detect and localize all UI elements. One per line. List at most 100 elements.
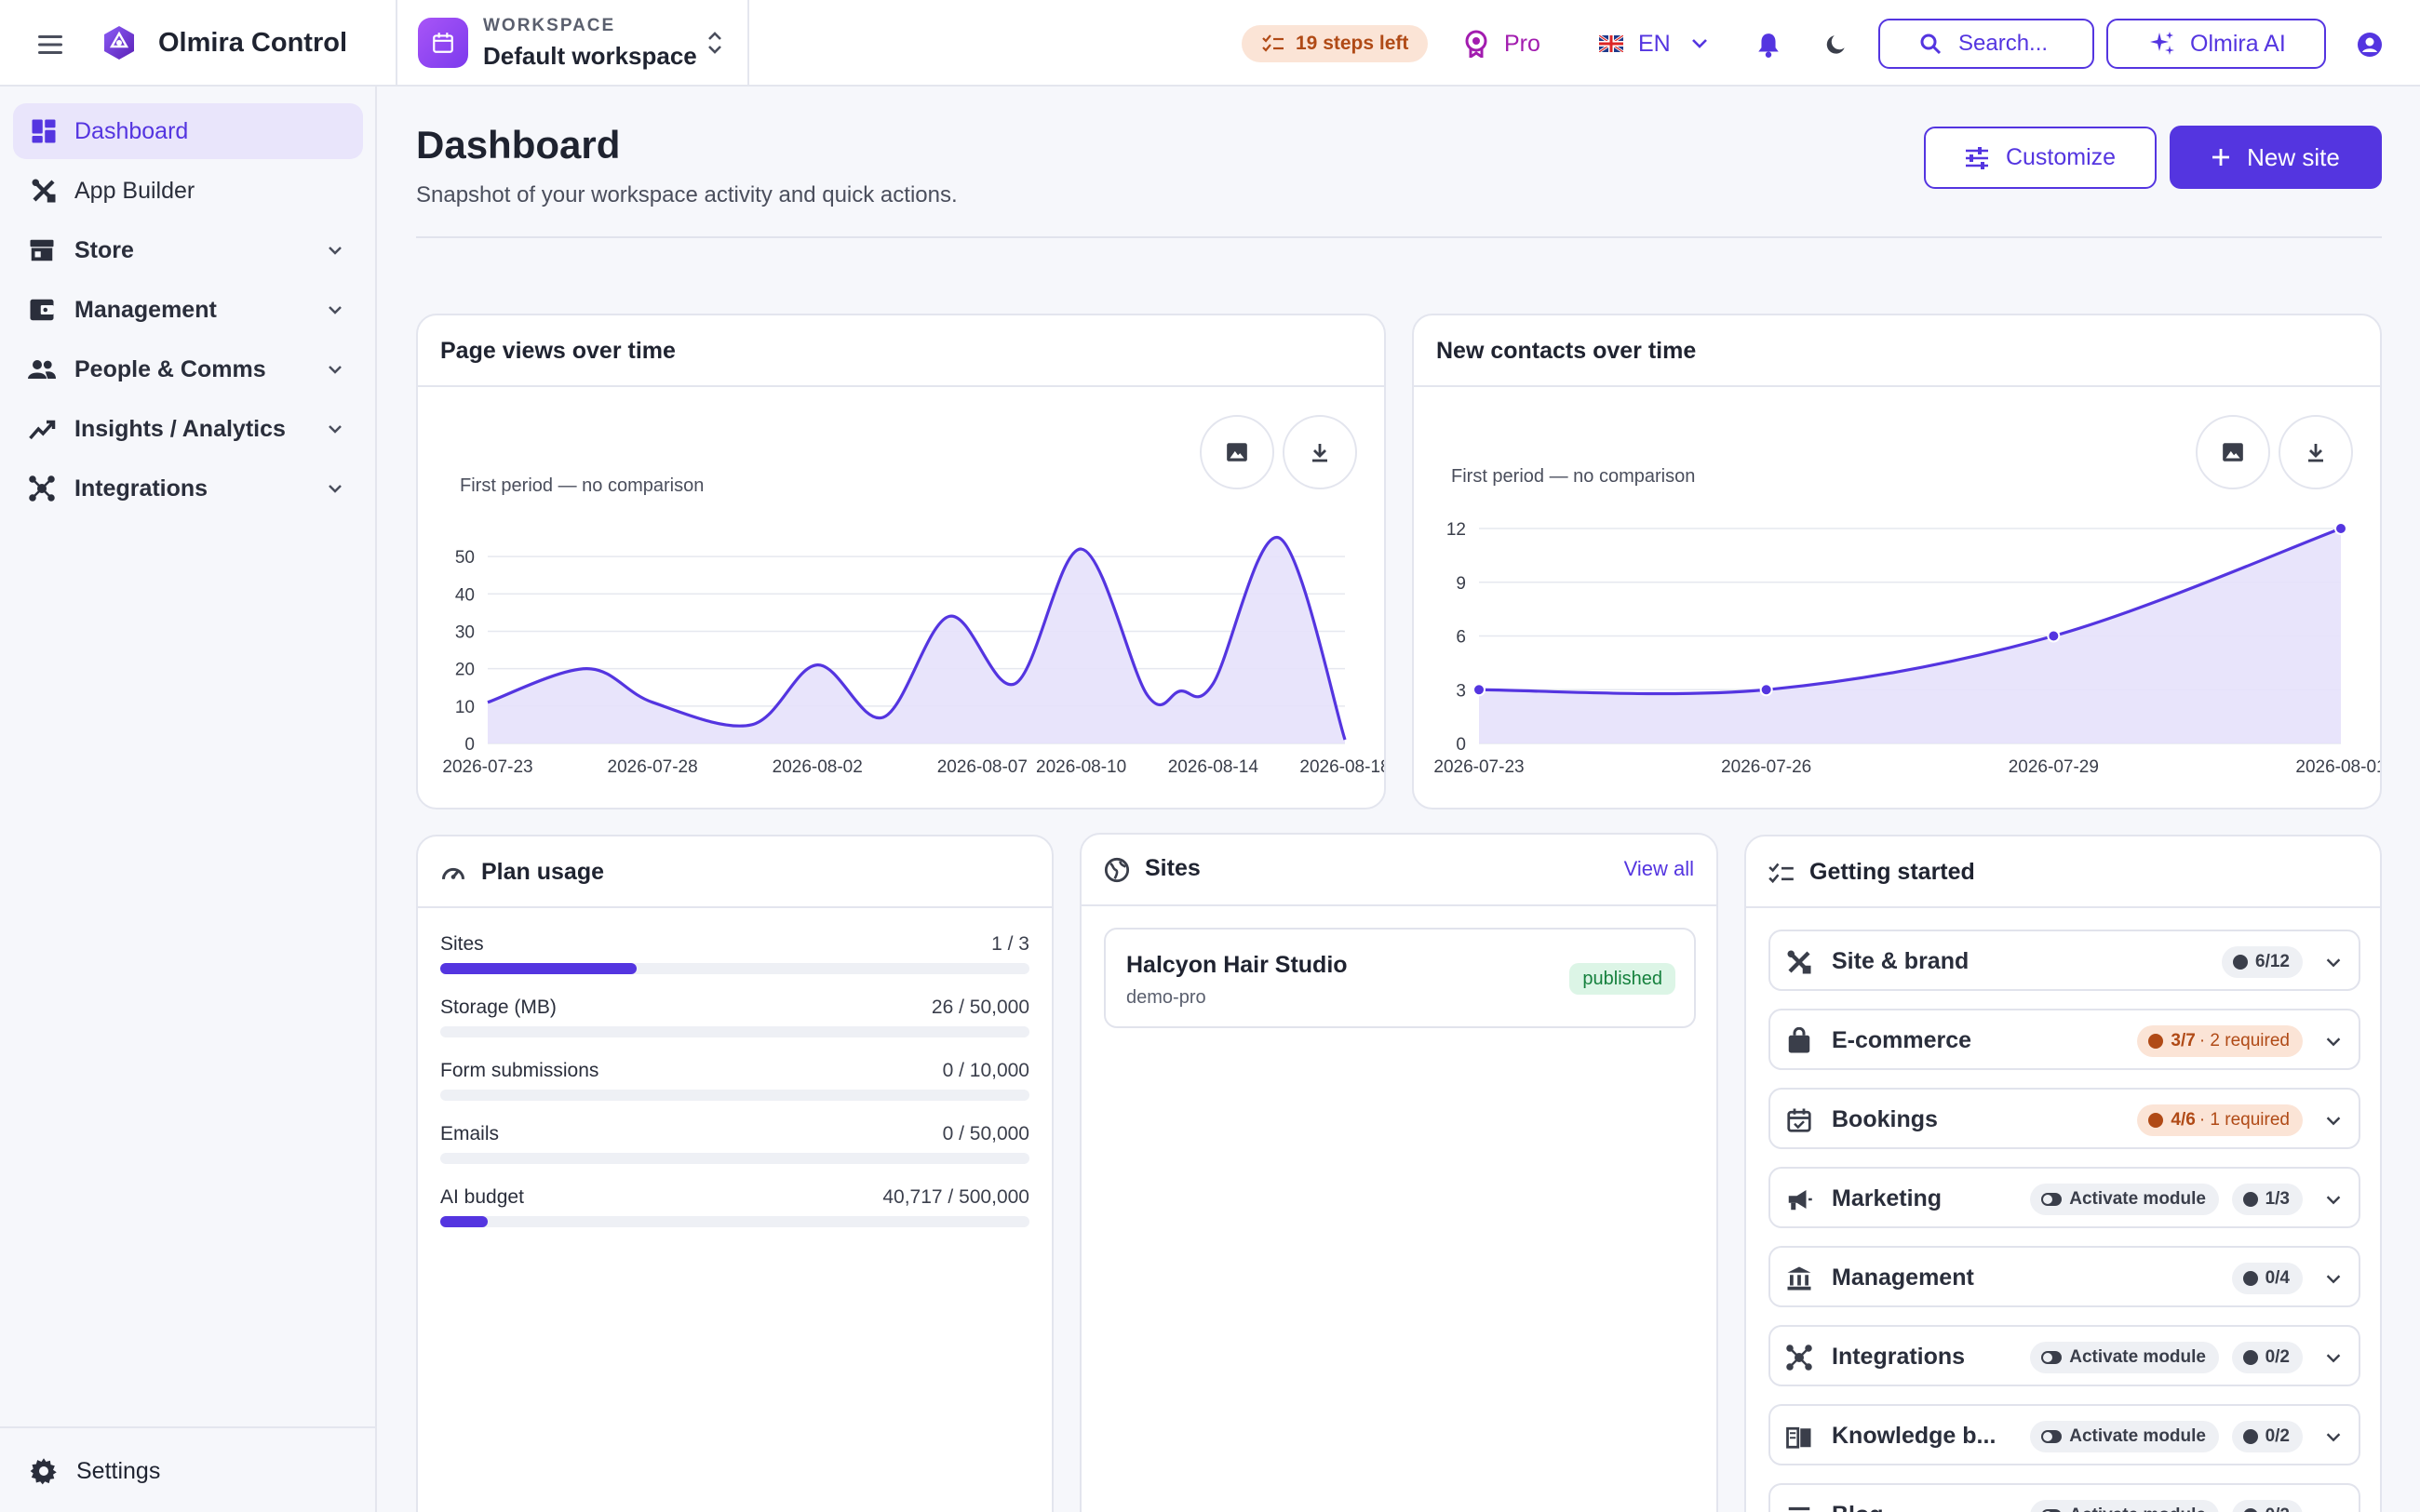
progress-value: 4/6 [2171, 1110, 2196, 1130]
chevron-down-icon [2326, 1196, 2341, 1205]
usage-value: 40,717 / 500,000 [882, 1186, 1029, 1208]
usage-progress-track [440, 1090, 1029, 1101]
status-dot-icon [2242, 1271, 2258, 1286]
progress-badge: 3/7 · 2 required [2137, 1025, 2303, 1057]
sidebar-item-store[interactable]: Store [13, 222, 363, 278]
y-tick-label: 9 [1456, 574, 1466, 594]
activate-module-button[interactable]: Activate module [2030, 1421, 2219, 1452]
chart-title: New contacts over time [1436, 338, 1697, 364]
settings-button[interactable]: Settings [30, 1452, 160, 1490]
hub-icon [29, 475, 55, 502]
getting-started-label: Marketing [1832, 1185, 1943, 1211]
usage-progress-track [440, 1153, 1029, 1164]
activate-module-button[interactable]: Activate module [2030, 1342, 2219, 1373]
view-all-link[interactable]: View all [1623, 857, 1694, 880]
chevron-down-icon [2326, 1275, 2341, 1284]
download-button[interactable] [2279, 415, 2353, 489]
getting-started-label: E-commerce [1832, 1027, 1972, 1053]
notifications-icon[interactable] [1750, 26, 1787, 63]
data-point [2334, 522, 2347, 535]
dark-mode-icon[interactable] [1818, 26, 1855, 63]
usage-progress-track [440, 963, 1029, 974]
usage-progress-track [440, 1026, 1029, 1037]
progress-value: 0/2 [2265, 1347, 2290, 1367]
sidebar-item-app-builder[interactable]: App Builder [13, 163, 363, 219]
progress-value: 0/4 [2265, 1268, 2290, 1288]
getting-started-item[interactable]: E-commerce 3/7 · 2 required [1768, 1009, 2360, 1070]
workspace-switcher[interactable]: WORKSPACE Default workspace [396, 0, 749, 87]
getting-started-item[interactable]: Knowledge b... 0/2 Activate module [1768, 1404, 2360, 1465]
progress-value: 6/12 [2255, 952, 2290, 971]
getting-started-item[interactable]: Management 0/4 [1768, 1246, 2360, 1307]
export-image-button[interactable] [1200, 415, 1274, 489]
sidebar-item-integrations[interactable]: Integrations [13, 461, 363, 516]
plan-badge[interactable]: Pro [1463, 25, 1540, 62]
getting-started-item[interactable]: Marketing 1/3 Activate module [1768, 1167, 2360, 1228]
download-button[interactable] [1283, 415, 1357, 489]
getting-started-item[interactable]: Bookings 4/6 · 1 required [1768, 1088, 2360, 1149]
chevron-down-icon [329, 247, 342, 255]
download-icon [1312, 444, 1327, 462]
y-tick-label: 40 [455, 585, 475, 605]
chevron-down-icon [1691, 39, 1707, 48]
site-list-item[interactable]: Halcyon Hair Studio demo-pro published [1104, 928, 1696, 1028]
tools-icon [1787, 950, 1811, 974]
getting-started-item[interactable]: Site & brand 6/12 [1768, 930, 2360, 991]
progress-value: 0/2 [2265, 1505, 2290, 1512]
x-tick-label: 2026-08-07 [937, 757, 1028, 777]
progress-badge: 0/2 [2231, 1342, 2303, 1373]
status-dot-icon [2242, 1192, 2258, 1207]
export-image-button[interactable] [2196, 415, 2270, 489]
page-title: Dashboard [416, 123, 621, 167]
ai-assistant-button[interactable]: Olmira AI [2106, 19, 2326, 69]
x-tick-label: 2026-08-01 [2295, 757, 2382, 777]
menu-icon[interactable] [32, 26, 69, 63]
toggle-icon [2041, 1430, 2063, 1443]
toggle-icon [2041, 1193, 2063, 1206]
x-tick-label: 2026-07-29 [2009, 757, 2099, 777]
usage-value: 26 / 50,000 [931, 997, 1029, 1018]
premium-icon [1465, 30, 1487, 58]
series-area [1479, 529, 2341, 743]
trend-icon [29, 420, 56, 440]
y-tick-label: 0 [464, 735, 475, 755]
toggle-icon [2041, 1351, 2063, 1364]
chart-note: First period — no comparison [1451, 466, 1695, 487]
activate-module-button[interactable]: Activate module [2030, 1500, 2219, 1512]
sidebar-item-label: People & Comms [74, 355, 266, 382]
sidebar-item-management[interactable]: Management [13, 282, 363, 338]
gauge-icon [440, 861, 466, 887]
getting-started-label: Integrations [1832, 1344, 1966, 1370]
usage-label: Form submissions [440, 1060, 599, 1081]
top-bar: Olmira Control WORKSPACE Default workspa… [0, 0, 2420, 87]
chevron-down-icon [2326, 1037, 2341, 1047]
sidebar-item-people-comms[interactable]: People & Comms [13, 341, 363, 397]
customize-button[interactable]: Customize [1924, 127, 2157, 189]
progress-badge: 4/6 · 1 required [2137, 1104, 2303, 1136]
getting-started-item[interactable]: Integrations 0/2 Activate module [1768, 1325, 2360, 1386]
usage-row: AI budget 40,717 / 500,000 [418, 1186, 1052, 1242]
activate-module-label: Activate module [2069, 1426, 2206, 1446]
app-name[interactable]: Olmira Control [158, 28, 348, 58]
steps-left-badge[interactable]: 19 steps left [1242, 25, 1428, 62]
account-icon[interactable] [2351, 26, 2388, 63]
chevron-down-icon [2326, 1117, 2341, 1126]
sidebar-item-dashboard[interactable]: Dashboard [13, 103, 363, 159]
x-tick-label: 2026-08-18 [1299, 757, 1386, 777]
sidebar-footer: Settings [0, 1426, 375, 1512]
data-point [1472, 683, 1486, 697]
x-tick-label: 2026-08-14 [1168, 757, 1259, 777]
language-selector[interactable]: EN [1599, 25, 1708, 62]
new-site-button[interactable]: New site [2170, 126, 2382, 189]
getting-started-item[interactable]: Blog 0/2 Activate module [1768, 1483, 2360, 1512]
new-contacts-card: New contacts over time First period — no… [1412, 314, 2382, 810]
usage-row: Sites 1 / 3 [418, 933, 1052, 989]
sidebar-item-insights-analytics[interactable]: Insights / Analytics [13, 401, 363, 457]
search-button[interactable]: Search... [1878, 19, 2094, 69]
usage-value: 0 / 10,000 [942, 1060, 1029, 1081]
sidebar-item-label: Store [74, 236, 134, 263]
globe-icon [1104, 857, 1130, 883]
progress-badge: 0/2 [2231, 1500, 2303, 1512]
activate-module-button[interactable]: Activate module [2030, 1184, 2219, 1215]
settings-label: Settings [76, 1457, 161, 1484]
